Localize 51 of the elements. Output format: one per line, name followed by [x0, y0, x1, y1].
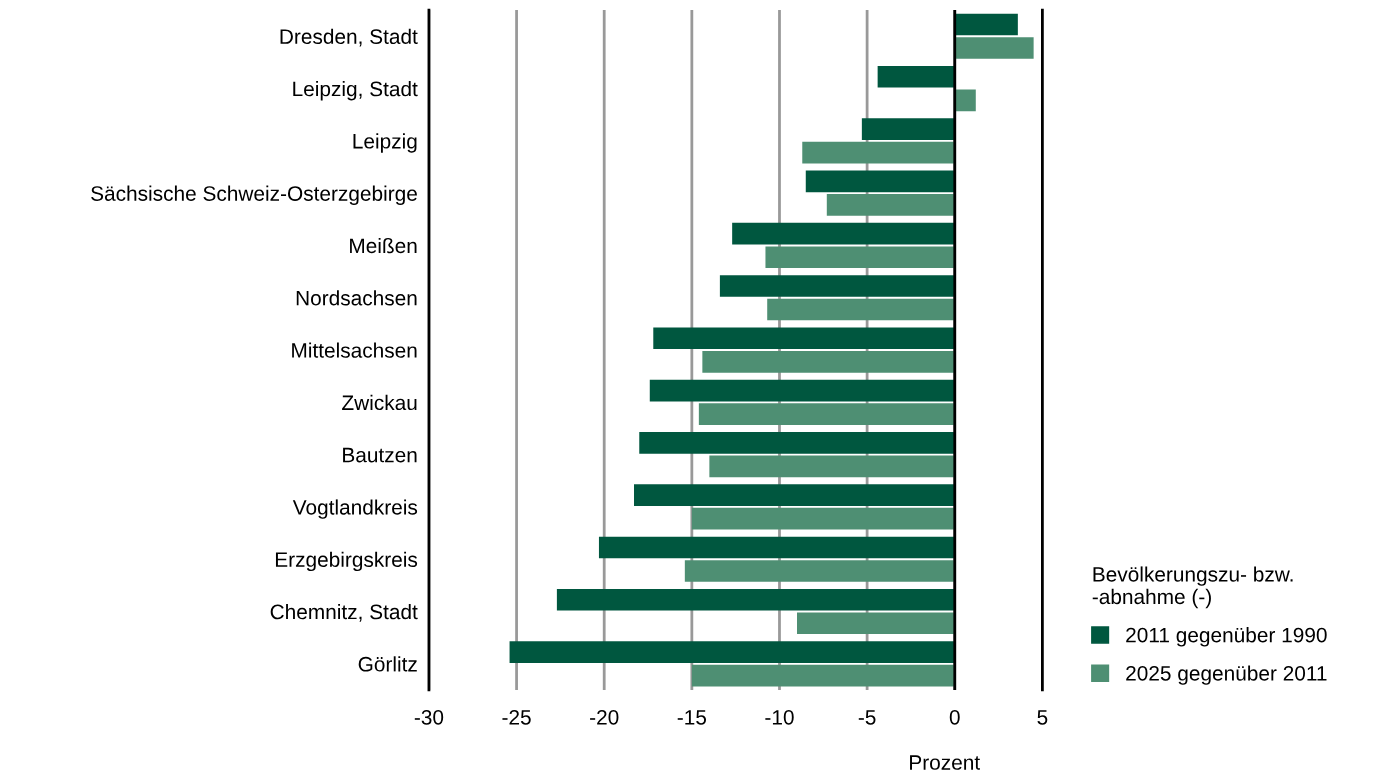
bar: [598, 536, 955, 559]
bar: [802, 141, 955, 164]
x-tick-label: 5: [1037, 710, 1048, 725]
bar: [709, 455, 955, 478]
bar: [767, 298, 955, 321]
bar: [691, 507, 955, 530]
y-tick-label: Vogtlandkreis: [292, 499, 418, 519]
bar: [861, 118, 955, 140]
y-tick-label: Leipzig: [353, 133, 417, 153]
bar: [954, 89, 976, 112]
bar: [653, 327, 955, 350]
bar: [556, 588, 955, 611]
bar: [765, 246, 955, 269]
legend-label: 2025 gegenüber 2011: [1126, 665, 1327, 685]
x-tick-label: -10: [765, 709, 794, 725]
x-tick-label: -15: [677, 710, 707, 725]
bar: [954, 13, 1018, 36]
x-tick-label: -30: [414, 709, 444, 725]
x-tick-label: -20: [590, 709, 619, 725]
y-tick-label: Chemnitz, Stadt: [270, 603, 418, 622]
x-tick-label: -25: [502, 709, 531, 725]
bar: [691, 664, 955, 687]
bar: [634, 484, 955, 506]
y-tick-label: Erzgebirgskreis: [275, 551, 418, 572]
y-tick-label: Leipzig, Stadt: [293, 81, 418, 101]
bar: [719, 275, 955, 297]
bar: [649, 379, 955, 402]
y-tick-label: Nordsachsen: [296, 290, 417, 306]
x-tick-label: 0: [949, 709, 960, 725]
bar: [698, 403, 955, 425]
legend-title: Bevölkerungszu- bzw. -abnahme (-): [1092, 566, 1293, 609]
y-tick-label: Bautzen: [343, 447, 417, 463]
y-tick-label: Meißen: [350, 237, 417, 254]
bar: [877, 65, 955, 88]
y-tick-label: Mittelsachsen: [292, 342, 417, 358]
bar: [702, 350, 955, 373]
y-tick-label: Zwickau: [342, 394, 417, 411]
bar: [805, 170, 955, 193]
legend-label: 2011 gegenüber 1990: [1126, 627, 1327, 647]
bar: [826, 194, 955, 216]
x-tick-label: -5: [858, 710, 876, 725]
bar: [797, 612, 955, 635]
bar: [954, 37, 1034, 59]
y-tick-label: Görlitz: [358, 656, 417, 672]
x-axis-title: Prozent: [910, 755, 980, 770]
y-tick-label: Dresden, Stadt: [280, 28, 418, 47]
bar: [684, 560, 955, 582]
y-tick-label: Sächsische Schweiz-Osterzgebirge: [91, 185, 417, 206]
bar: [639, 432, 955, 454]
bar: [509, 641, 955, 663]
bar: [732, 222, 955, 245]
